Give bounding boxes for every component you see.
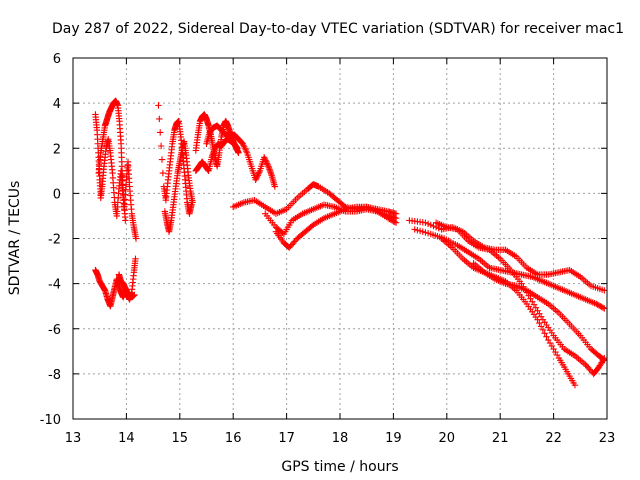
y-tick-label: -2 (48, 233, 61, 248)
data-point (261, 155, 269, 162)
data-point (271, 183, 279, 190)
data-point (254, 172, 261, 179)
data-point (156, 115, 163, 123)
data-point (235, 149, 242, 156)
data-point (157, 129, 164, 136)
data-point (601, 305, 608, 312)
data-point (189, 199, 196, 206)
data-point (600, 356, 607, 363)
data-point (243, 148, 250, 155)
x-tick-label: 13 (65, 431, 82, 446)
data-point (132, 235, 140, 242)
y-tick-label: 6 (53, 52, 61, 67)
data-point (241, 145, 249, 152)
x-tick-label: 19 (385, 431, 402, 446)
series-early-cluster-a (92, 111, 140, 242)
y-axis-label: SDTVAR / TECUs (7, 181, 23, 296)
x-tick-label: 16 (225, 431, 242, 446)
x-tick-label: 22 (545, 431, 562, 446)
series-early-cluster-b (95, 97, 129, 224)
data-point (252, 176, 259, 184)
data-point (601, 357, 608, 364)
x-tick-label: 15 (172, 431, 189, 446)
data-point (601, 287, 608, 294)
x-tick-label: 14 (118, 431, 135, 446)
data-point (541, 330, 548, 337)
data-point (537, 323, 545, 330)
data-point (159, 169, 167, 177)
series-track-5 (411, 226, 608, 312)
data-point (253, 173, 261, 181)
data-point (262, 157, 269, 164)
series-track-3 (272, 203, 400, 251)
data-point (241, 143, 248, 150)
data-point (539, 326, 547, 334)
data-point (255, 170, 262, 178)
data-point (122, 217, 129, 224)
y-tick-label: -6 (48, 323, 61, 338)
y-tick-label: -4 (48, 278, 61, 293)
data-point (234, 145, 241, 152)
data-point (263, 160, 271, 167)
y-tick-label: 0 (53, 187, 61, 202)
series-early-cluster-d (115, 271, 138, 301)
x-tick-label: 21 (492, 431, 509, 446)
data-point (264, 161, 271, 168)
series-early-cluster-c (92, 255, 139, 310)
y-tick-label: -8 (48, 368, 61, 383)
data-point (239, 140, 247, 147)
data-point (543, 333, 550, 340)
series-track-6 (432, 219, 608, 378)
series-mid-cluster-c (192, 111, 242, 170)
series-mid-cluster-d (203, 122, 279, 190)
data-point (255, 169, 263, 176)
series-mid-cluster-e (192, 136, 241, 175)
y-tick-label: 2 (53, 142, 61, 157)
data-point (260, 154, 268, 161)
data-point (242, 146, 249, 153)
data-point (158, 156, 166, 163)
data-point (392, 219, 400, 226)
y-tick-labels: 6 4 2 0 -2 -4 -6 -8 -10 (40, 52, 61, 428)
chart-title: Day 287 of 2022, Sidereal Day-to-day VTE… (52, 21, 624, 37)
data-point (253, 175, 260, 182)
x-tick-label: 20 (439, 431, 456, 446)
data-point (536, 319, 543, 327)
data-point (263, 158, 270, 165)
data-point (391, 218, 398, 226)
x-tick-label: 17 (278, 431, 295, 446)
plot-frame (72, 57, 608, 420)
data-point (131, 291, 138, 299)
data-point (155, 102, 162, 109)
y-tick-label: 4 (53, 97, 61, 112)
x-tick-label: 23 (599, 431, 616, 446)
grid (73, 58, 607, 419)
x-tick-label: 18 (332, 431, 349, 446)
data-marks (92, 97, 608, 389)
series-track-8 (470, 260, 608, 364)
x-tick-labels: 13 14 15 16 17 18 19 20 21 22 23 (65, 431, 616, 446)
x-axis-label: GPS time / hours (281, 459, 398, 475)
data-point (599, 304, 607, 311)
data-point (571, 381, 579, 389)
y-tick-label: -10 (40, 413, 61, 428)
data-point (157, 142, 165, 150)
series-mid-cluster-b (161, 138, 196, 235)
data-point (132, 255, 139, 263)
data-point (240, 142, 247, 149)
data-point (534, 316, 541, 323)
